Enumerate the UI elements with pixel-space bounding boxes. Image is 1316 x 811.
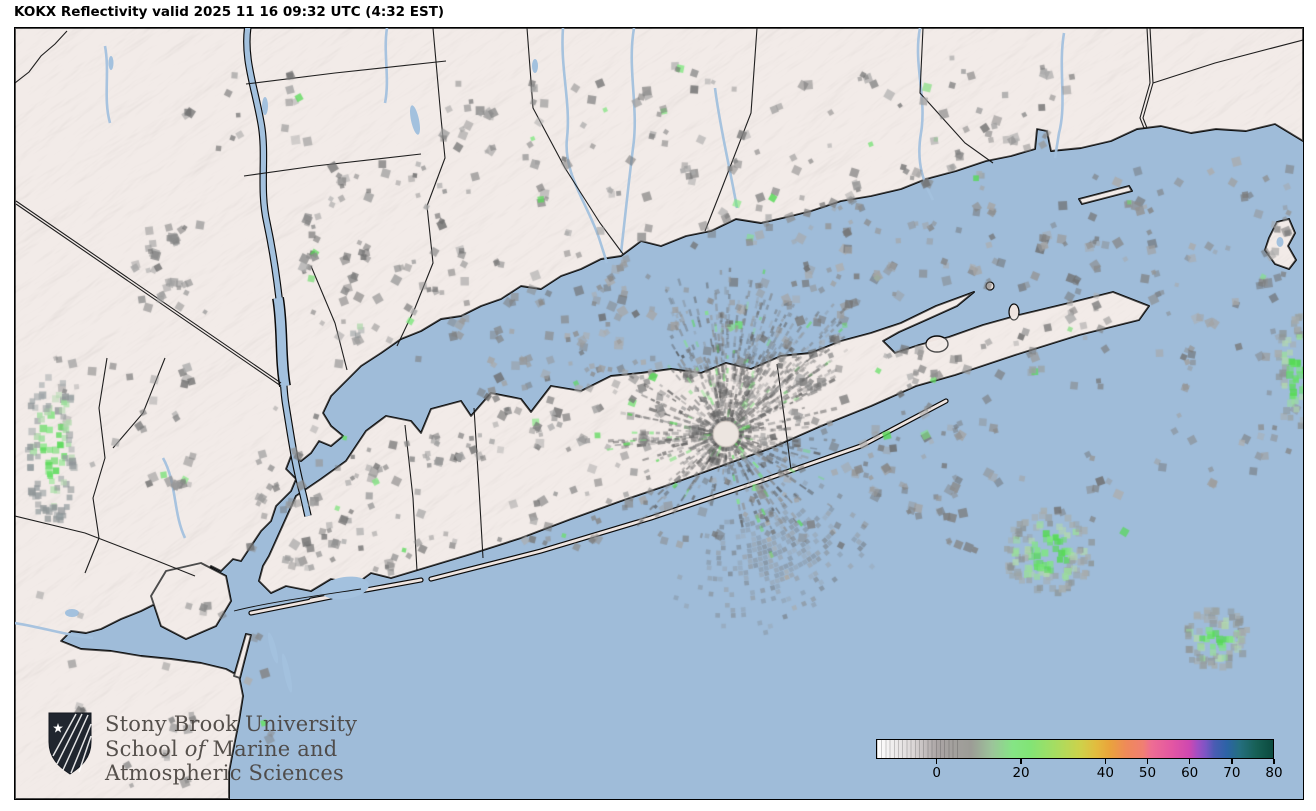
colorbar-tick-mark: [1020, 759, 1022, 764]
shield-star: [53, 723, 63, 733]
colorbar-tick-mark: [1188, 759, 1191, 764]
logo-line1: Stony Brook University: [105, 712, 358, 736]
colorbar-tick-label: 50: [1138, 765, 1157, 781]
colorbar-tick-label: 0: [932, 765, 941, 781]
radar-echo-layer: [15, 28, 1303, 799]
logo-text: Stony Brook University School of Marine …: [105, 712, 357, 786]
figure-title: KOKX Reflectivity valid 2025 11 16 09:32…: [14, 4, 445, 20]
colorbar-tick-mark: [1104, 759, 1107, 764]
colorbar-tick-mark: [935, 759, 938, 764]
sbu-shield-icon: [48, 712, 92, 775]
colorbar-tick-label: 20: [1012, 765, 1030, 781]
colorbar-tick-label: 40: [1096, 765, 1114, 781]
radar-map: Stony Brook University School of Marine …: [14, 27, 1304, 800]
colorbar-tick-mark: [1231, 759, 1233, 764]
logo-line2: School of Marine and: [105, 736, 338, 761]
colorbar-tick-label: 70: [1223, 765, 1241, 781]
colorbar-discrete-stripes: [877, 740, 959, 758]
colorbar-tick-label: 60: [1181, 765, 1199, 781]
sbu-logo: Stony Brook University School of Marine …: [43, 712, 357, 786]
logo-line3: Atmospheric Sciences: [105, 761, 344, 785]
colorbar: 0 20 40 50 60 70 80: [876, 739, 1296, 791]
colorbar-gradient: [876, 739, 1274, 759]
colorbar-tick-label: 80: [1265, 765, 1283, 781]
colorbar-tick-mark: [1273, 759, 1275, 764]
colorbar-tick-mark: [1146, 759, 1149, 764]
